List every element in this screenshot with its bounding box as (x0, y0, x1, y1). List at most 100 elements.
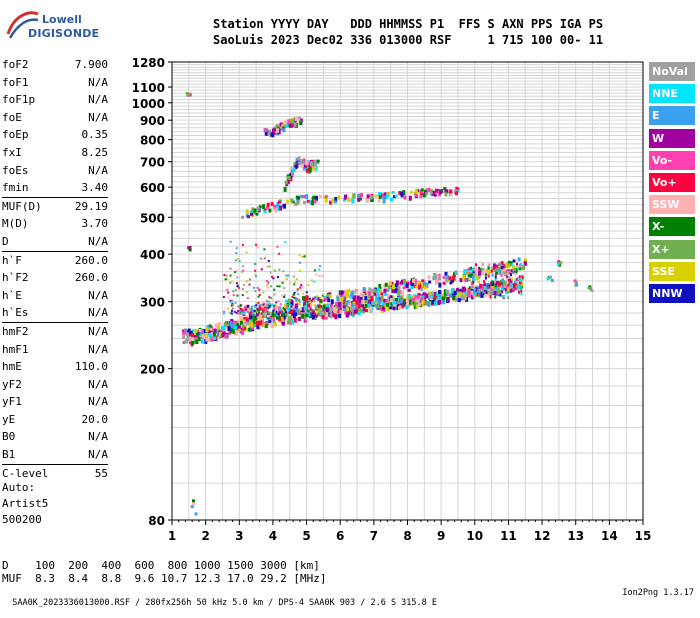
param-name: fxI (2, 145, 22, 159)
echo-point (281, 123, 285, 127)
echo-point (307, 304, 310, 307)
echo-point (455, 293, 459, 298)
param-row: h`E N/A (2, 287, 108, 305)
echo-point (472, 270, 475, 274)
auto-scaling-info: Auto: Artist5 500200 (2, 480, 48, 528)
echo-point (283, 315, 287, 320)
echo-point (293, 122, 297, 126)
echo-point (276, 276, 279, 278)
echo-point (498, 267, 501, 271)
echo-point (389, 306, 393, 310)
x-tick-label: 10 (466, 529, 483, 543)
param-row: C-level 55 (2, 465, 108, 483)
echo-point (390, 197, 393, 202)
param-name: foF1p (2, 93, 36, 107)
echo-point (276, 285, 279, 288)
echo-point (412, 278, 415, 283)
echo-point (230, 312, 233, 315)
echo-point (236, 294, 239, 297)
echo-point (401, 303, 404, 306)
echo-point (207, 338, 211, 342)
param-value: 7.900 (74, 58, 108, 71)
echo-point (352, 300, 356, 305)
echo-point (266, 265, 269, 268)
echo-point (269, 285, 272, 288)
echo-point (260, 308, 264, 312)
x-tick-label: 7 (370, 529, 378, 543)
echo-point (359, 296, 363, 300)
echo-point (498, 263, 501, 267)
echo-point (410, 286, 414, 289)
param-value: N/A (88, 324, 108, 338)
y-tick-label: 1100 (132, 81, 165, 95)
param-name: yF1 (2, 395, 22, 409)
echo-point (500, 286, 504, 291)
echo-point (245, 209, 249, 215)
echo-point (235, 252, 238, 255)
echo-point (255, 243, 258, 246)
param-row: yF1 N/A (2, 393, 108, 411)
echo-point (321, 315, 325, 320)
echo-point (268, 319, 272, 323)
echo-point (502, 265, 505, 269)
echo-point (268, 208, 272, 213)
x-tick-label: 1 (168, 529, 176, 543)
echo-point (371, 288, 375, 293)
echo-point (229, 299, 232, 302)
param-name: foE (2, 110, 22, 124)
x-axis-ticks: 1 2 3 4 5 6 7 8 9 10 11 12 13 14 15 (168, 520, 651, 543)
echo-point (362, 287, 366, 292)
echo-point (517, 277, 520, 281)
echo-point (402, 190, 406, 196)
echo-point (467, 292, 471, 298)
echo-point (238, 260, 241, 263)
echo-point (448, 276, 452, 281)
echo-point (315, 195, 318, 201)
echo-point (418, 283, 421, 289)
echo-point (260, 257, 263, 260)
echo-point (259, 315, 263, 320)
echo-point (406, 294, 410, 300)
echo-point (405, 283, 409, 288)
echo-point (256, 307, 259, 310)
echo-point (505, 263, 509, 269)
echo-point (450, 288, 454, 294)
echo-point (308, 301, 312, 305)
echo-point (222, 312, 225, 315)
echo-point (392, 306, 396, 310)
param-name: h`E (2, 288, 22, 302)
echo-point (338, 292, 342, 296)
param-value: N/A (88, 377, 108, 391)
echo-point (240, 318, 244, 322)
echo-point (313, 317, 317, 320)
echo-point (229, 267, 232, 270)
echo-point (342, 305, 346, 309)
echo-point (283, 295, 286, 298)
echo-point (293, 297, 296, 299)
legend-item: X+ (649, 239, 695, 259)
echo-point (222, 296, 225, 298)
echo-point (549, 275, 553, 279)
echo-point (203, 331, 206, 337)
echo-point (255, 302, 258, 305)
echo-point (278, 252, 281, 255)
echo-point (521, 282, 524, 286)
ionogram-parameters-panel: foF2 7.900 foF1 N/A foF1p N/A foE N/A foEp 0.35 fx… (2, 56, 108, 482)
param-separator (2, 196, 108, 198)
echo-point (405, 304, 409, 310)
echo-point (413, 303, 417, 309)
echo-point (284, 305, 287, 308)
echo-point (260, 318, 264, 324)
echo-point (366, 194, 370, 199)
echo-point (272, 320, 276, 325)
echo-point (468, 277, 471, 281)
echo-point (415, 304, 419, 309)
echo-point (510, 282, 512, 286)
echo-point (246, 310, 249, 313)
echo-point (281, 281, 284, 284)
echo-point (208, 333, 212, 338)
echo-point (378, 193, 382, 199)
echo-point (302, 298, 305, 300)
echo-point (253, 323, 257, 327)
echo-point (237, 328, 241, 332)
